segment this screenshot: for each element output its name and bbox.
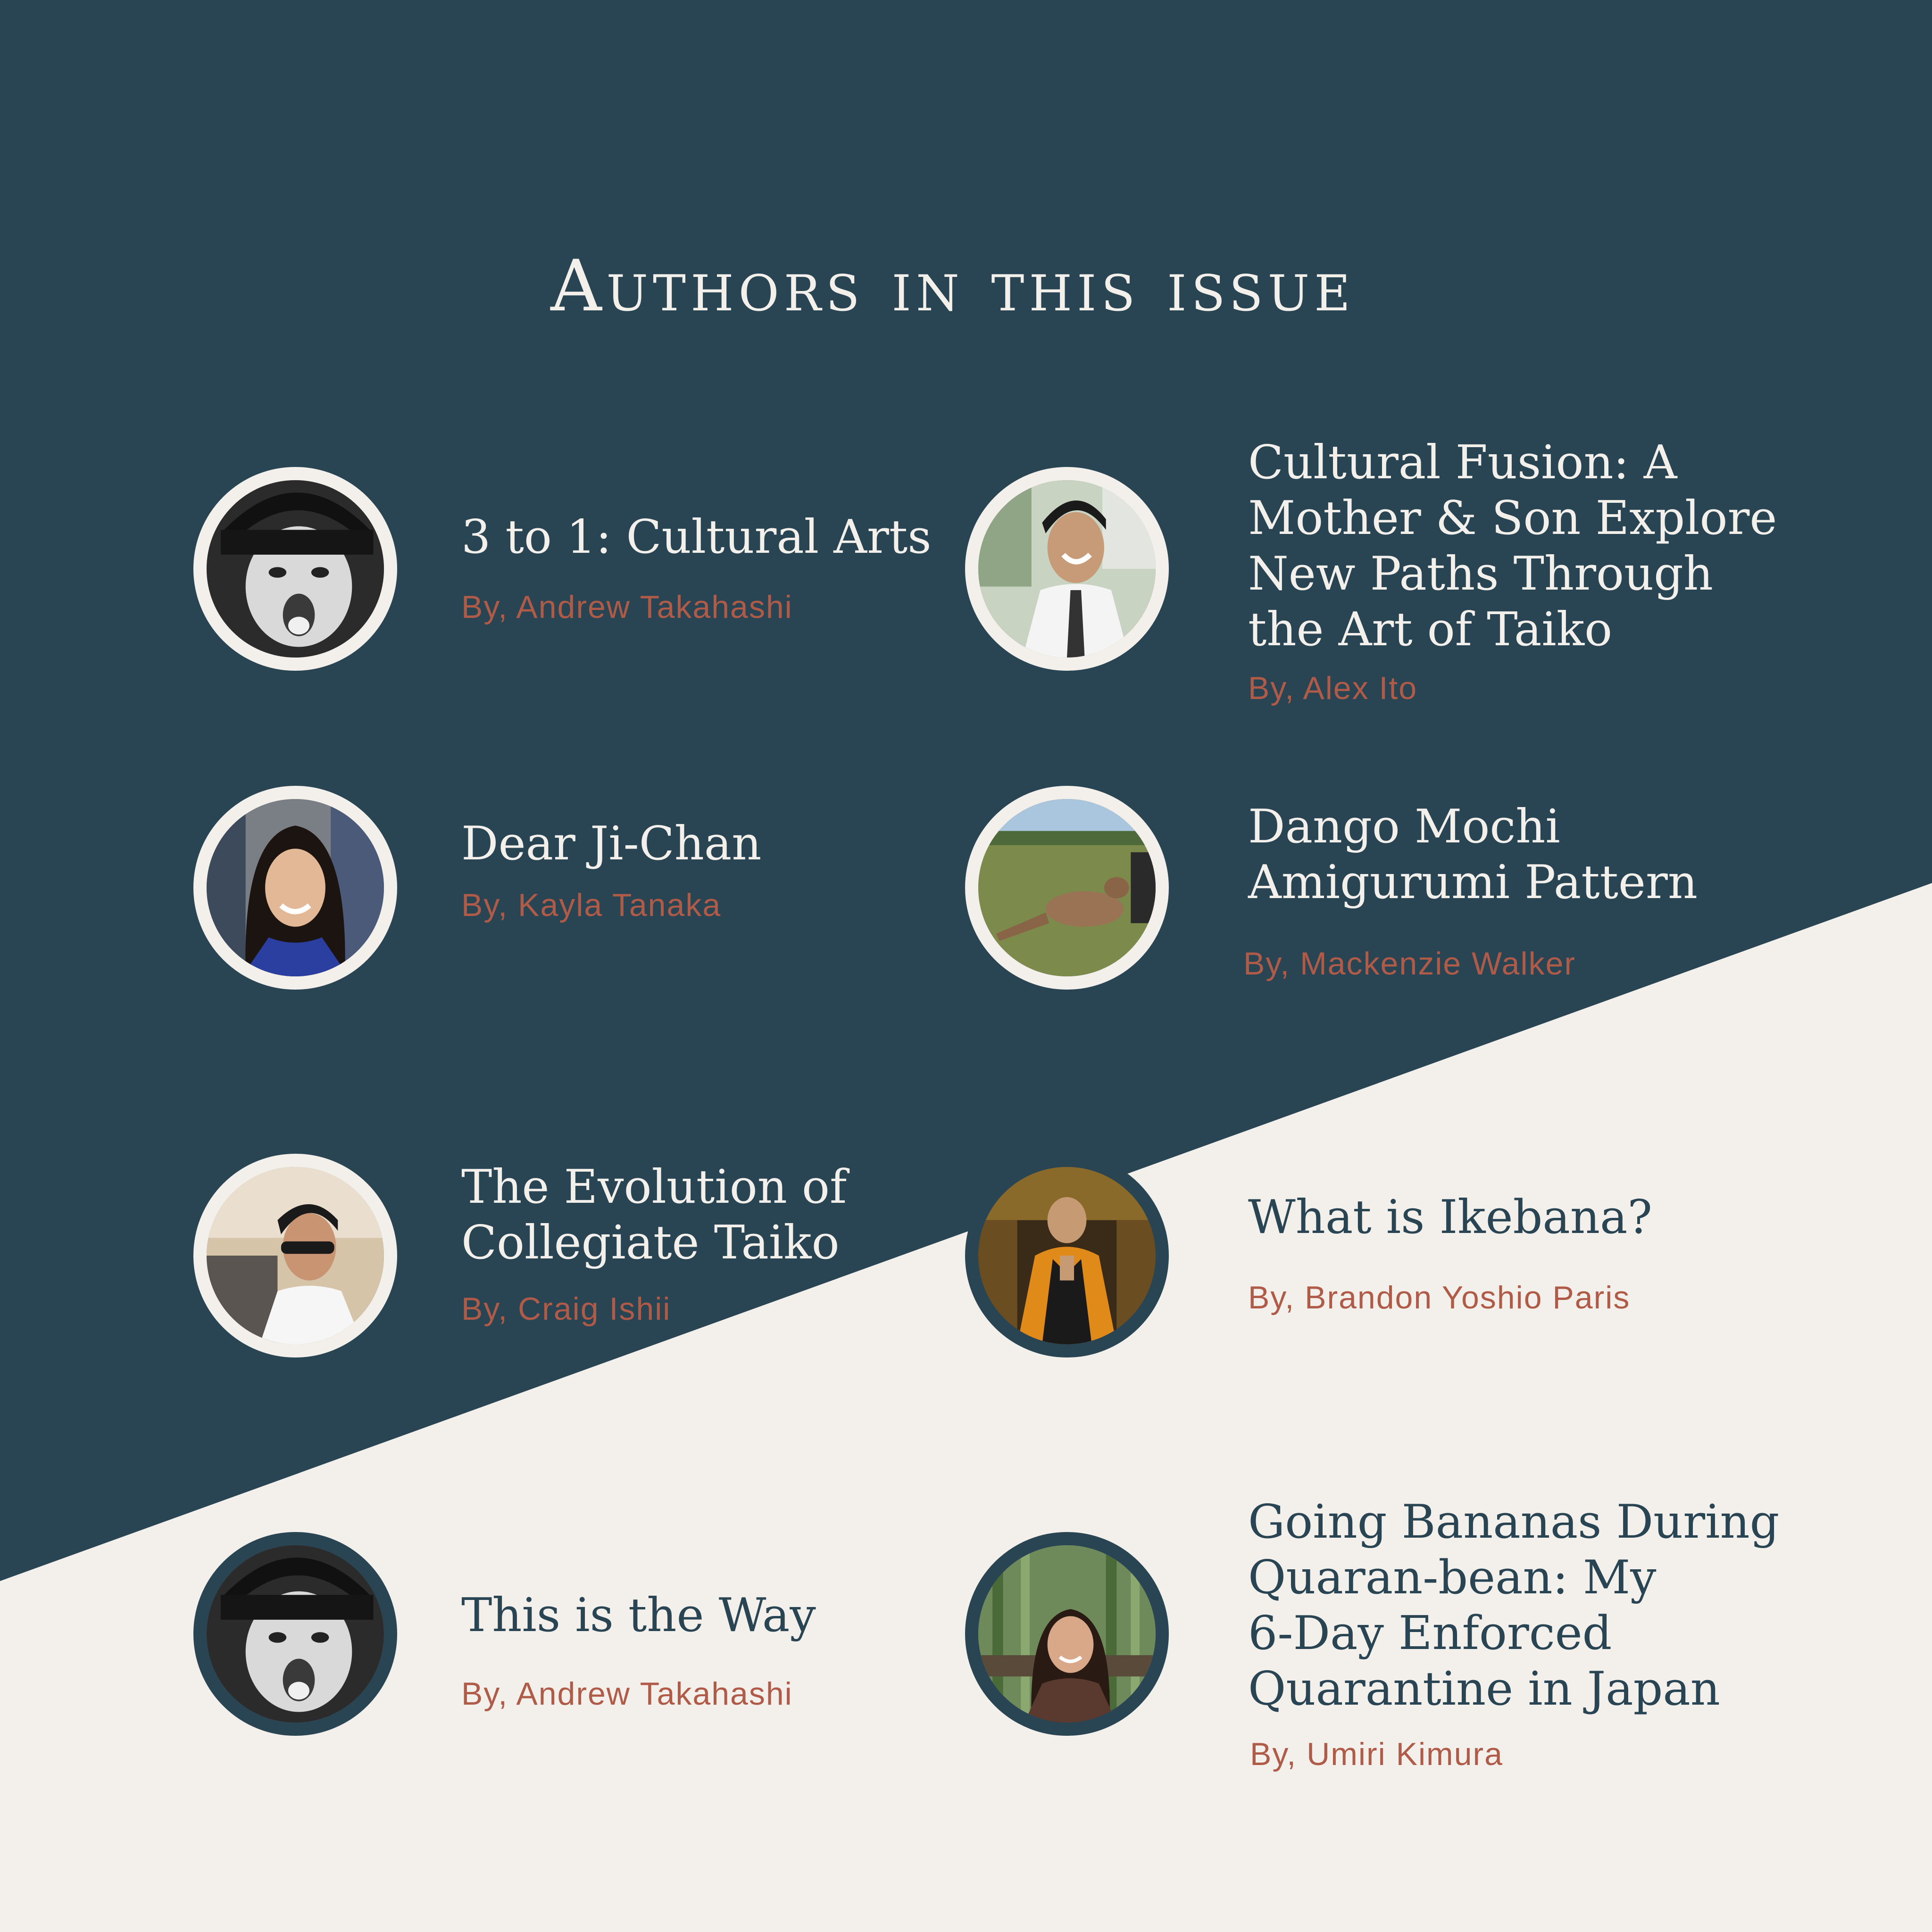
article-title[interactable]: What is Ikebana? [1248,1190,1652,1245]
author-byline: By, Andrew Takahashi [461,1676,793,1712]
author-byline: By, Andrew Takahashi [461,589,793,625]
page-title: Authors in this issue [550,245,1355,327]
article-title-line: Collegiate Taiko [461,1216,840,1270]
author-byline: By, Brandon Yoshio Paris [1248,1280,1631,1316]
author-byline: By, Mackenzie Walker [1243,946,1576,982]
author-byline: By, Alex Ito [1248,670,1418,706]
article-title-line: Amigurumi Pattern [1248,856,1698,909]
article-title-line: New Paths Through [1248,547,1713,601]
article-title-line: Going Bananas During [1248,1495,1780,1549]
grayscale-portrait-cap-photo [207,480,384,658]
smiling-man-tie-photo [978,480,1156,658]
article-title[interactable]: Cultural Fusion: A Mother & Son Explore … [1248,435,1777,658]
article-title[interactable]: This is the Way [461,1588,816,1643]
author-avatar [965,1532,1169,1736]
article-title[interactable]: 3 to 1: Cultural Arts [461,509,932,565]
author-avatar [965,1154,1169,1357]
author-byline: By, Umiri Kimura [1250,1736,1503,1772]
article-title-line: the Art of Taiko [1248,603,1613,657]
smiling-woman-photo [207,799,384,976]
article-title-line: Dear Ji-Chan [461,817,762,871]
author-byline: By, Craig Ishii [461,1291,671,1327]
author-avatar [193,1154,397,1357]
article-title-line: Dango Mochi [1248,800,1560,854]
article-title-line: The Evolution of [461,1160,847,1214]
article-title-line: Quaran-bean: My [1248,1551,1657,1605]
article-title[interactable]: Dear Ji-Chan [461,816,761,872]
author-avatar [193,786,397,990]
article-title-line: This is the Way [461,1589,816,1642]
article-title[interactable]: The Evolution of Collegiate Taiko [461,1159,847,1271]
author-avatar [193,467,397,671]
man-sunglasses-photo [207,1167,384,1344]
article-title[interactable]: Dango Mochi Amigurumi Pattern [1248,799,1698,910]
article-title-line: What is Ikebana? [1248,1191,1652,1244]
article-title-line: 6-Day Enforced [1248,1607,1612,1660]
author-byline: By, Kayla Tanaka [461,887,722,923]
monk-orange-robe-photo [978,1167,1156,1344]
kangaroo-field-photo [978,799,1156,976]
article-title-line: 3 to 1: Cultural Arts [461,510,932,564]
article-title-line: Cultural Fusion: A [1248,436,1677,490]
author-avatar [965,786,1169,990]
author-avatar [193,1532,397,1736]
grayscale-portrait-cap-photo [207,1545,384,1723]
article-title[interactable]: Going Bananas During Quaran-bean: My 6-D… [1248,1494,1779,1717]
article-title-line: Mother & Son Explore [1248,491,1777,545]
author-avatar [965,467,1169,671]
article-title-line: Quarantine in Japan [1248,1662,1720,1716]
woman-bamboo-forest-photo [978,1545,1156,1723]
